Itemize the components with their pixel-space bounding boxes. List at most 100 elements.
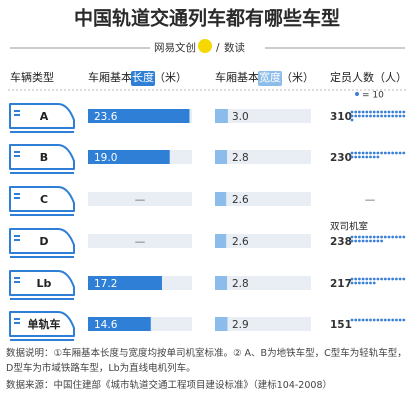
dot bbox=[398, 110, 402, 114]
dot bbox=[369, 151, 372, 155]
train-icon bbox=[9, 103, 75, 133]
dot bbox=[372, 277, 376, 281]
value-label: 2.8 bbox=[232, 278, 249, 290]
dot bbox=[380, 235, 383, 239]
dot bbox=[365, 239, 369, 243]
header: 车厢基本 bbox=[88, 70, 132, 84]
dot bbox=[402, 114, 406, 118]
train-window bbox=[14, 277, 20, 279]
category-label: D bbox=[39, 235, 48, 248]
length-bar bbox=[88, 276, 162, 290]
dot bbox=[387, 277, 391, 281]
dot bbox=[402, 235, 406, 239]
dot bbox=[376, 239, 380, 243]
dot bbox=[376, 110, 380, 114]
dot bbox=[383, 151, 387, 155]
category-label: Lb bbox=[37, 277, 52, 290]
dot bbox=[350, 151, 354, 155]
dot bbox=[369, 318, 372, 322]
dot bbox=[376, 318, 380, 322]
dot bbox=[387, 114, 391, 118]
dot bbox=[376, 277, 380, 281]
train-icon bbox=[9, 270, 75, 300]
train-window bbox=[14, 110, 20, 112]
dot bbox=[398, 235, 402, 239]
chart: 中国轨道交通列车都有哪些车型 网易文创 / 数读 车辆类型 定员人数（人） 车厢… bbox=[8, 7, 408, 341]
header: 定员人数（人） bbox=[330, 70, 407, 84]
dot bbox=[383, 114, 387, 118]
value-label: 238 bbox=[330, 236, 352, 248]
dot bbox=[391, 114, 395, 118]
dot bbox=[365, 110, 369, 114]
dot bbox=[350, 114, 354, 118]
section: 数读 bbox=[224, 41, 245, 54]
dot bbox=[372, 110, 376, 114]
dot bbox=[395, 114, 398, 118]
category-label: A bbox=[40, 110, 49, 123]
dot bbox=[350, 239, 354, 243]
dot bbox=[358, 277, 361, 281]
value-label: 151 bbox=[330, 319, 352, 331]
train-body bbox=[9, 144, 75, 170]
dot bbox=[358, 318, 361, 322]
header: （米） bbox=[154, 71, 187, 84]
dot bbox=[350, 235, 354, 239]
dot bbox=[395, 318, 398, 322]
dot-group bbox=[350, 277, 406, 285]
value-label: 2.8 bbox=[232, 152, 249, 164]
dot bbox=[380, 110, 383, 114]
dot bbox=[361, 151, 365, 155]
width-bar bbox=[215, 109, 228, 123]
dot bbox=[402, 151, 406, 155]
dot bbox=[365, 114, 369, 118]
notes: 数据说明：①车厢基本长度与宽度均按单司机室标准。② A、B为地铁车型，C型车为轻… bbox=[6, 346, 408, 393]
dot bbox=[365, 235, 369, 239]
track bbox=[215, 192, 311, 206]
dot bbox=[372, 235, 376, 239]
dot bbox=[398, 151, 402, 155]
separator: / bbox=[216, 42, 220, 54]
brand: 网易文创 bbox=[154, 41, 196, 54]
dot bbox=[372, 281, 376, 285]
dot bbox=[350, 277, 354, 281]
value-label: — bbox=[135, 236, 146, 248]
row-note: 双司机室 bbox=[330, 221, 368, 233]
dot bbox=[354, 281, 358, 285]
width-bar bbox=[215, 317, 228, 331]
dot bbox=[358, 155, 361, 159]
dot bbox=[395, 235, 398, 239]
value-label: 3.0 bbox=[232, 111, 249, 123]
dot bbox=[380, 239, 383, 243]
dot bbox=[358, 281, 361, 285]
dot bbox=[354, 151, 358, 155]
dot bbox=[361, 114, 365, 118]
dot-group bbox=[350, 110, 406, 122]
value-label: 19.0 bbox=[94, 152, 117, 164]
dot bbox=[361, 239, 365, 243]
dot bbox=[395, 277, 398, 281]
dot bbox=[350, 281, 354, 285]
chart-title: 中国轨道交通列车都有哪些车型 bbox=[74, 7, 340, 30]
dot bbox=[358, 151, 361, 155]
dot bbox=[398, 277, 402, 281]
brand-logo bbox=[198, 39, 212, 53]
header: 车厢基本 bbox=[215, 70, 259, 84]
dot bbox=[395, 110, 398, 114]
category-label: 单轨车 bbox=[28, 317, 61, 331]
note: 数据说明：①车厢基本长度与宽度均按单司机室标准。② A、B为地铁车型，C型车为轻… bbox=[6, 348, 407, 374]
dot bbox=[365, 277, 369, 281]
width-bar bbox=[215, 192, 227, 206]
dot bbox=[391, 151, 395, 155]
track bbox=[88, 192, 192, 206]
header-highlight bbox=[131, 71, 155, 86]
dot bbox=[383, 110, 387, 114]
train-window bbox=[14, 318, 20, 320]
dot bbox=[365, 151, 369, 155]
length-bar bbox=[88, 109, 190, 123]
train-window bbox=[14, 155, 20, 157]
dot bbox=[387, 110, 391, 114]
dot bbox=[361, 281, 365, 285]
dot bbox=[365, 155, 369, 159]
value-label: — bbox=[135, 194, 146, 206]
